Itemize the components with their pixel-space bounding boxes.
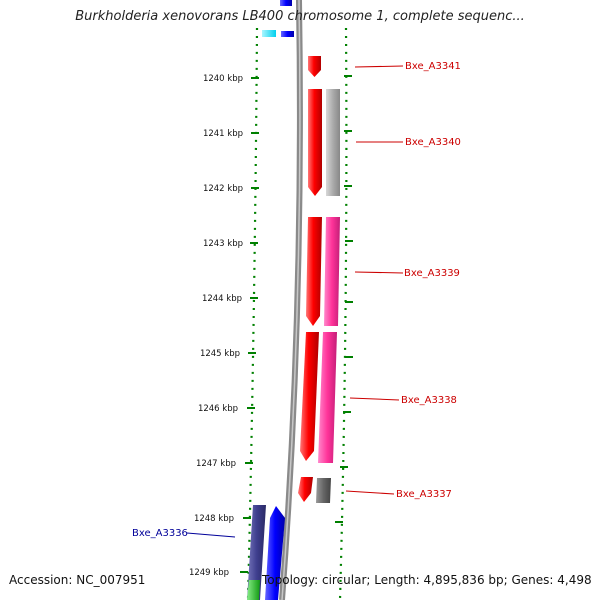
gene-blue-top[interactable]	[280, 0, 292, 6]
gene-magenta-2[interactable]	[318, 332, 337, 463]
tick-label: 1241 kbp	[203, 129, 243, 139]
outer-dotted-ring	[338, 27, 348, 600]
gene-bxe-a3340[interactable]	[308, 89, 322, 196]
gene-label-bxe-a3338[interactable]: Bxe_A3338	[401, 395, 457, 406]
tick-marks	[240, 75, 353, 573]
gene-blue[interactable]	[265, 506, 285, 600]
gene-label-bxe-a3336[interactable]: Bxe_A3336	[132, 528, 188, 539]
gene-label-bxe-a3340[interactable]: Bxe_A3340	[405, 137, 461, 148]
topology-summary: Topology: circular; Length: 4,895,836 bp…	[262, 573, 592, 587]
tick-label: 1242 kbp	[203, 184, 243, 194]
tick-label: 1244 kbp	[202, 294, 242, 304]
tick-label: 1247 kbp	[196, 459, 236, 469]
gene-label-bxe-a3341[interactable]: Bxe_A3341	[405, 61, 461, 72]
gene-green[interactable]	[247, 580, 260, 600]
gene-bxe-a3336[interactable]	[247, 505, 266, 600]
gene-label-bxe-a3337[interactable]: Bxe_A3337	[396, 489, 452, 500]
gene-bxe-a3341[interactable]	[308, 56, 321, 77]
gene-blue-top-2[interactable]	[281, 31, 294, 37]
tick-label: 1246 kbp	[198, 404, 238, 414]
gene-dark-gray[interactable]	[316, 478, 331, 503]
tick-label: 1243 kbp	[203, 239, 243, 249]
gene-label-bxe-a3339[interactable]: Bxe_A3339	[404, 268, 460, 279]
map-title: Burkholderia xenovorans LB400 chromosome…	[75, 9, 525, 24]
tick-label: 1249 kbp	[189, 568, 229, 578]
gene-magenta[interactable]	[324, 217, 340, 326]
tick-label: 1245 kbp	[200, 349, 240, 359]
gene-bxe-a3339[interactable]	[306, 217, 322, 326]
gene-bxe-a3338[interactable]	[300, 332, 319, 461]
tick-label: 1240 kbp	[203, 74, 243, 84]
accession-text: Accession: NC_007951	[9, 573, 146, 587]
gene-cyan[interactable]	[262, 30, 276, 37]
gene-bxe-a3337[interactable]	[298, 477, 313, 502]
leader-lines	[186, 65, 404, 538]
gene-gray[interactable]	[326, 89, 340, 196]
tick-labels: 1240 kbp 1241 kbp 1242 kbp 1243 kbp 1244…	[189, 74, 243, 578]
tick-label: 1248 kbp	[194, 514, 234, 524]
